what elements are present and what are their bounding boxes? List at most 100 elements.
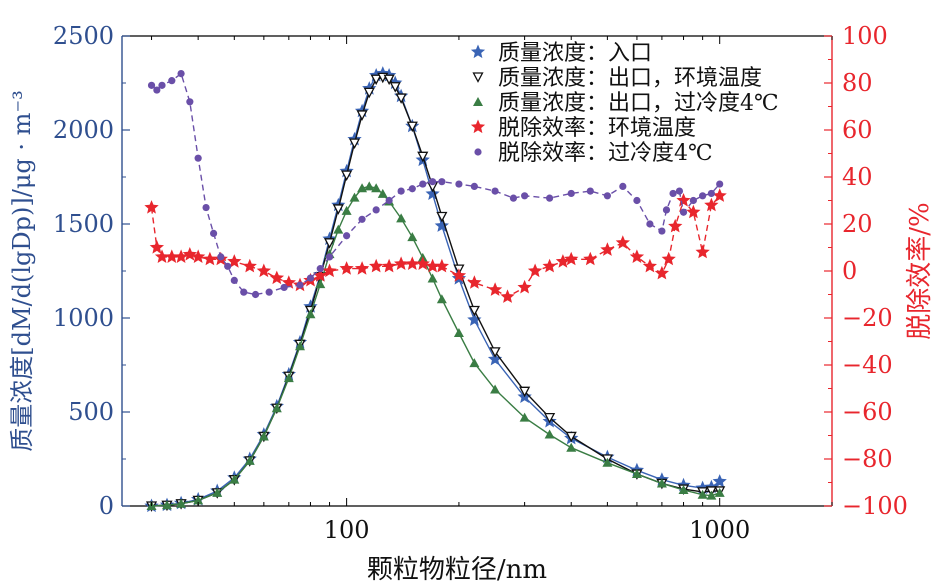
data-point [333, 224, 344, 234]
data-point [325, 253, 334, 261]
data-point [202, 203, 210, 212]
data-point [343, 232, 351, 240]
left-y-tick-label: 1000 [53, 304, 114, 332]
data-point [407, 232, 418, 242]
legend-label: 脱除效率：过冷度4℃ [498, 141, 713, 166]
right-y-tick-label: 80 [842, 69, 873, 97]
data-point [173, 249, 189, 263]
data-point [646, 220, 654, 228]
data-point [227, 254, 242, 268]
series-markers-5 [147, 70, 724, 299]
data-point [436, 294, 447, 304]
data-point [633, 196, 641, 205]
data-point [527, 263, 543, 278]
data-point [406, 121, 418, 133]
data-point [467, 312, 482, 326]
data-point [642, 258, 657, 273]
data-point [153, 86, 161, 94]
data-point [491, 187, 499, 195]
legend-marker [470, 119, 486, 134]
series-line-3 [151, 185, 720, 507]
data-point [469, 358, 480, 368]
data-point [209, 229, 218, 237]
data-point [363, 87, 375, 99]
data-point [149, 240, 164, 254]
data-point [144, 200, 159, 214]
data-point [230, 276, 238, 284]
data-point [182, 247, 197, 261]
data-point [470, 182, 478, 190]
data-point [675, 187, 684, 195]
data-point [164, 249, 179, 263]
data-point [489, 347, 501, 358]
data-point [425, 258, 440, 273]
data-point [545, 194, 554, 202]
legend-marker [472, 72, 484, 83]
data-point [382, 258, 397, 273]
data-point [176, 498, 187, 508]
data-point [339, 261, 354, 275]
data-point [565, 431, 577, 443]
data-point [224, 262, 232, 270]
left-y-axis-title: 质量浓度[dM/d(lgDp)]/μg · m⁻³ [8, 90, 36, 451]
right-y-tick-label: 60 [842, 116, 873, 144]
data-point [434, 258, 449, 273]
data-point [631, 469, 642, 479]
legend-marker [470, 44, 486, 59]
data-point [258, 431, 269, 441]
data-point [521, 192, 529, 200]
data-point [358, 215, 366, 223]
data-point [583, 251, 598, 266]
data-point [212, 487, 223, 497]
data-point [689, 196, 697, 205]
data-point [658, 227, 666, 235]
data-point [316, 265, 324, 273]
right-y-tick-label: 100 [842, 22, 888, 50]
data-point [305, 309, 316, 319]
data-point [668, 218, 683, 233]
data-point [686, 204, 701, 219]
data-point [455, 180, 463, 188]
data-point [405, 256, 420, 270]
data-point [517, 279, 532, 294]
right-y-tick-label: 40 [842, 163, 873, 191]
data-point [697, 489, 708, 499]
legend-label: 脱除效率：环境温度 [498, 116, 696, 141]
axes-layer: 100 100005001000150020002500−100−80−60−40… [8, 22, 935, 585]
data-point [341, 170, 353, 182]
data-point [428, 178, 437, 186]
data-point [408, 185, 416, 193]
data-point [332, 204, 344, 215]
data-point [707, 189, 715, 198]
data-point [566, 442, 577, 452]
data-point [377, 188, 388, 198]
data-point [348, 138, 361, 150]
data-point [555, 254, 571, 268]
data-point [490, 384, 501, 394]
data-point [678, 485, 689, 495]
data-point [354, 261, 370, 275]
right-y-tick-label: −80 [842, 445, 893, 473]
legend-item-1: 质量浓度：入口 [470, 41, 652, 66]
data-point [295, 341, 306, 351]
data-point [242, 258, 257, 273]
data-point [394, 256, 409, 270]
data-point [265, 288, 273, 296]
data-point [415, 256, 430, 270]
right-y-tick-label: −40 [842, 351, 893, 379]
data-point [519, 386, 531, 398]
data-point [271, 403, 282, 413]
data-point [453, 328, 464, 338]
data-point [436, 211, 448, 223]
data-point [662, 206, 671, 214]
data-point [349, 192, 360, 202]
data-point [600, 242, 615, 256]
x-axis-title: 颗粒物粒径/nm [367, 555, 547, 585]
legend: 质量浓度：入口质量浓度：出口，环境温度质量浓度：出口，过冷度4℃脱除效率：环境温… [470, 41, 779, 166]
data-point [158, 81, 166, 89]
data-point [417, 151, 429, 163]
data-point [269, 270, 284, 285]
legend-item-2: 质量浓度：出口，环境温度 [472, 66, 762, 91]
legend-item-4: 脱除效率：环境温度 [470, 116, 696, 141]
